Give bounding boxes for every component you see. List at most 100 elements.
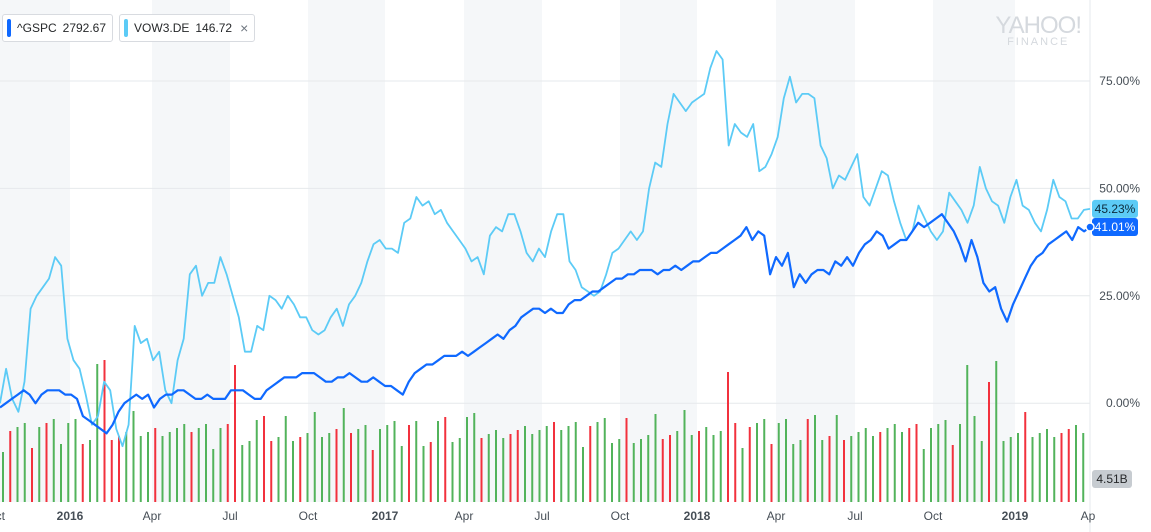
x-tick-label: Ap [1081,509,1096,523]
legend-chip-vow3[interactable]: VOW3.DE 146.72 × [119,14,256,42]
volume-bar [176,428,178,502]
volume-bar [596,422,599,502]
volume-bar [444,417,447,502]
legend-chip-gspc[interactable]: ^GSPC 2792.67 [2,14,114,42]
volume-bar [574,422,577,502]
badge-background [1092,199,1138,218]
volume-bar [589,426,592,502]
volume-bar [901,432,903,502]
volume-bar [31,448,33,502]
volume-bar [516,430,519,502]
volume-bar [669,435,671,502]
volume-bar [60,444,62,502]
volume-bar [806,419,809,502]
volume-bar [661,439,664,502]
volume-bar [603,418,606,502]
alternating-bands [0,0,1015,502]
volume-bar [611,443,613,502]
band [464,0,542,502]
volume-bar [654,414,657,502]
volume-bar [335,429,338,502]
volume-bar [74,419,77,502]
close-icon[interactable]: × [240,20,249,36]
volume-bar [814,415,816,502]
volume-bar [632,443,635,502]
volume-bar [1053,437,1056,502]
volume-bar [226,424,229,502]
volume-bar [799,440,802,502]
volume-bar [292,441,294,502]
badge-label: 41.01% [1095,220,1136,234]
volume-bar [618,439,621,502]
volume-bar [270,441,273,502]
volume-bar [712,435,715,502]
volume-bar [908,428,911,502]
volume-bar [139,436,142,502]
badge-label: 45.23% [1095,202,1136,216]
volume-badge: 4.51B [1092,470,1132,488]
volume-bar [495,430,497,502]
volume-bar [371,450,374,502]
last-point-marker [1085,222,1095,232]
volume-bar [922,449,925,502]
volume-bar [676,431,679,502]
volume-bar [480,438,483,502]
x-tick-label: Jul [534,509,549,523]
volume-bar [1075,425,1077,502]
volume-bar [328,433,331,502]
volume-bar [545,426,548,502]
volume-bar [89,440,91,502]
volume-bar [857,432,860,502]
volume-bar [52,419,55,502]
volume-bar [183,424,186,502]
volume-bar [393,421,396,502]
volume-bar [429,442,432,502]
x-tick-label: Oct [299,509,318,523]
volume-bar [400,446,403,502]
volume-bar [821,440,824,502]
volume-bar [473,413,476,502]
volume-bar [357,429,360,502]
volume-bar [422,446,425,502]
volume-bar [509,434,512,502]
volume-bar [930,428,932,502]
volume-bar [96,364,99,502]
series-color-swatch [7,19,11,37]
volume-bar [81,444,84,502]
volume-bar [756,423,758,502]
volume-bar [415,421,418,502]
volume-bar [321,437,323,502]
volume-badge-label: 4.51B [1096,472,1127,486]
volume-bar [777,423,780,502]
volume-bar [698,431,700,502]
volume-bar [1067,429,1070,502]
badge-background [1092,218,1138,237]
volume-bar [705,427,708,502]
x-tick-label: 2017 [372,509,399,523]
volume-bar [132,411,135,502]
volume-bar [437,421,439,502]
volume-bar [879,432,882,502]
volume-bar [118,436,120,502]
volume-bar [45,423,48,502]
volume-bar [313,412,316,502]
badge-vow3de: 45.23% [1092,199,1138,218]
legend-symbol: ^GSPC [17,21,57,35]
logo-line2: FINANCE [1007,36,1070,48]
volume-bar [770,444,773,502]
volume-bar [524,426,526,502]
volume-bar [864,428,867,502]
volume-bar [466,417,468,502]
volume-bar [342,408,345,502]
volume-bar [1031,437,1034,502]
volume-bar [980,441,983,502]
volume-bar [241,445,244,502]
volume-bar [828,436,831,502]
y-tick-label: 75.00% [1099,74,1140,88]
volume-bar [248,441,251,502]
volume-bar [560,430,563,502]
volume-bar [147,432,149,502]
volume-bar [553,422,555,502]
volume-bar [67,423,70,502]
volume-bar [408,425,410,502]
